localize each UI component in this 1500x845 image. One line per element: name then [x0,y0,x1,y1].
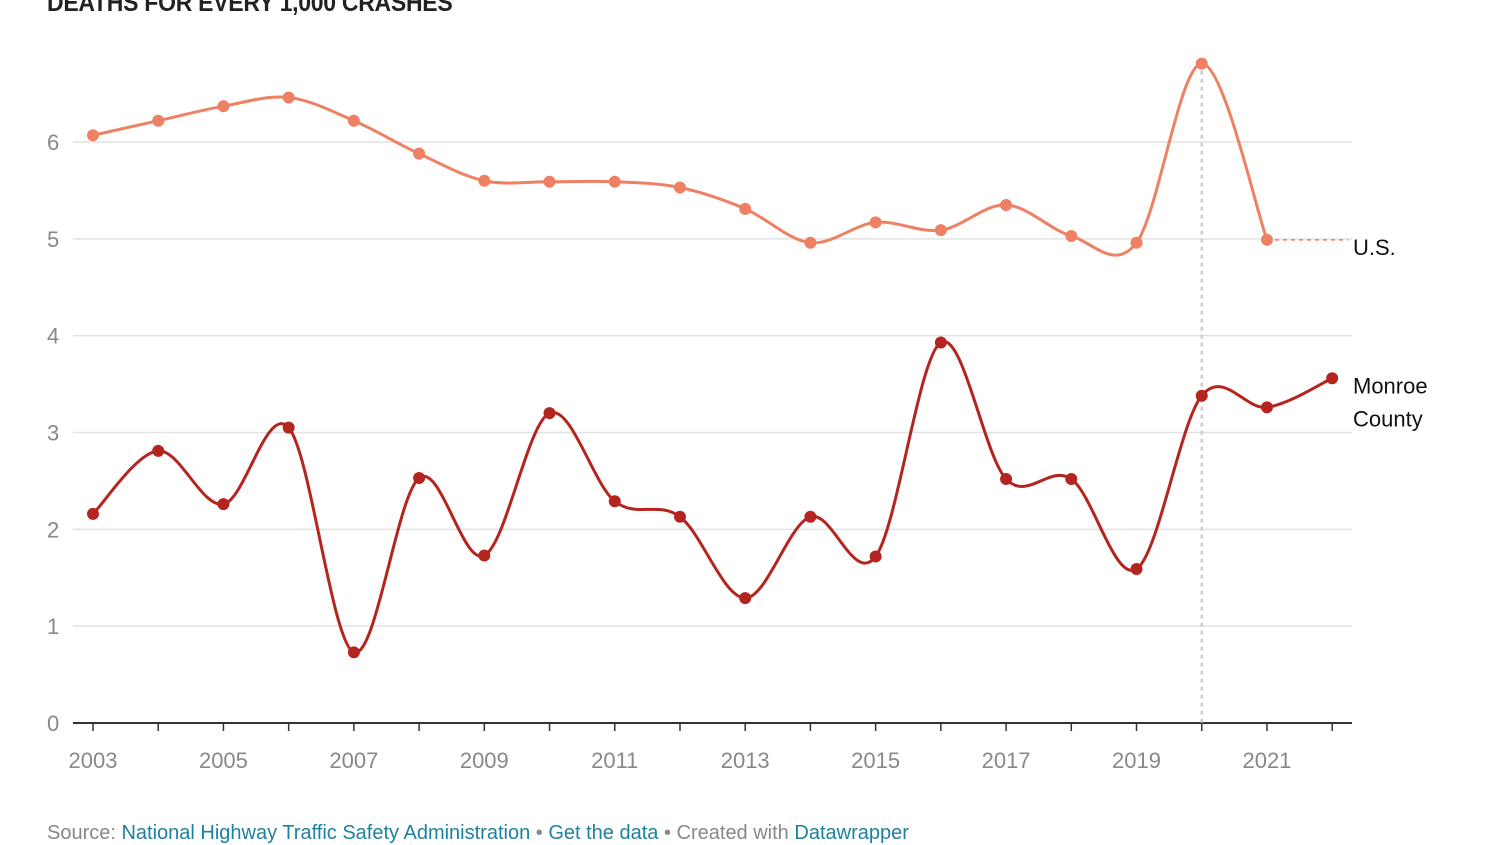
y-tick-label: 4 [47,324,59,349]
x-tick-label: 2021 [1242,748,1291,773]
data-point [217,100,230,113]
y-tick-label: 6 [47,130,59,155]
x-tick-label: 2015 [851,748,900,773]
datawrapper-link[interactable]: Datawrapper [794,822,909,844]
x-tick-label: 2013 [721,748,770,773]
x-tick-label: 2007 [329,748,378,773]
data-point [1326,372,1339,385]
data-point [673,510,686,523]
series-label: U.S. [1353,235,1396,260]
data-point [869,216,882,229]
data-point [608,495,621,508]
data-point [543,175,556,188]
chart-footer: Source: National Highway Traffic Safety … [47,822,909,845]
data-point [478,549,491,562]
data-point [87,129,99,142]
data-point [1065,229,1078,242]
y-tick-label: 5 [47,227,59,252]
get-data-link[interactable]: Get the data [548,822,659,844]
source-label: Source: [47,822,122,844]
y-tick-label: 2 [47,517,59,542]
data-point [1130,236,1143,249]
data-point [413,147,426,160]
data-point [1130,563,1143,576]
series-label: Monroe County [1353,373,1428,431]
x-tick-label: 2003 [69,748,118,773]
y-tick-label: 1 [47,614,59,639]
data-point [543,407,556,420]
data-point [217,498,230,511]
data-point [934,224,947,237]
data-point [739,202,752,215]
data-point [413,472,426,485]
data-point [1000,472,1013,485]
series-line [92,62,1269,257]
data-point [347,646,360,659]
x-tick-label: 2005 [199,748,248,773]
data-point [1260,233,1273,246]
x-tick-label: 2011 [591,748,638,773]
data-point [282,421,295,434]
data-point [804,236,817,249]
data-point [1000,198,1013,211]
created-label: Created with [676,822,795,844]
x-tick-label: 2009 [460,748,509,773]
data-point [152,114,165,127]
data-point [804,510,817,523]
data-point [347,114,360,127]
y-tick-label: 3 [47,421,59,446]
data-point [478,174,491,187]
separator: • [658,822,677,844]
y-tick-label: 0 [47,711,59,736]
x-tick-label: 2019 [1112,748,1161,773]
data-point [673,181,686,194]
separator: • [530,822,549,844]
data-point [1260,401,1273,414]
data-point [869,550,882,563]
series-line [91,340,1333,654]
data-point [1195,57,1208,70]
data-point [282,91,295,104]
data-point [608,175,621,188]
data-point [1195,389,1208,402]
source-link[interactable]: National Highway Traffic Safety Administ… [121,822,531,844]
x-tick-label: 2017 [982,748,1031,773]
data-point [739,592,752,605]
data-point [934,336,947,349]
data-point [152,444,165,457]
data-point [1065,472,1078,485]
chart-title: DEATHS FOR EVERY 1,000 CRASHES [47,0,453,17]
data-point [87,507,99,520]
